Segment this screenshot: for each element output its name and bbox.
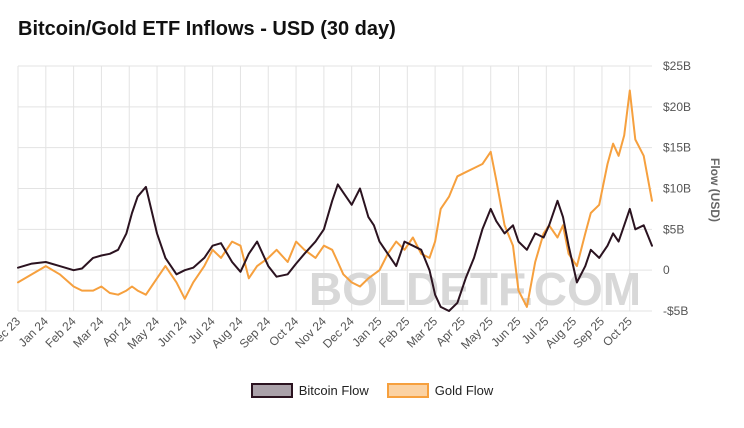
gold-flow-line bbox=[17, 89, 653, 308]
x-tick-label: Sep 24 bbox=[237, 314, 274, 351]
legend-item-gold[interactable]: Gold Flow bbox=[386, 383, 494, 398]
chart-title: Bitcoin/Gold ETF Inflows - USD (30 day) bbox=[18, 18, 396, 40]
y-tick-label: $15B bbox=[663, 141, 691, 155]
x-tick-label: May 25 bbox=[458, 314, 496, 352]
legend-label-bitcoin: Bitcoin Flow bbox=[298, 383, 369, 398]
x-tick-label: Sep 25 bbox=[570, 314, 607, 351]
x-tick-label: Jun 24 bbox=[155, 314, 191, 350]
y-tick-label: -$5B bbox=[663, 304, 688, 318]
legend-swatch-bitcoin bbox=[250, 383, 293, 398]
y-axis-title: Flow (USD) bbox=[708, 158, 722, 222]
x-tick-label: Oct 25 bbox=[600, 314, 635, 349]
chart-series bbox=[17, 89, 653, 312]
y-tick-label: $10B bbox=[663, 182, 691, 196]
legend-label-gold: Gold Flow bbox=[434, 383, 494, 398]
legend-item-bitcoin[interactable]: Bitcoin Flow bbox=[250, 383, 369, 398]
y-tick-label: $25B bbox=[663, 59, 691, 73]
x-tick-label: Dec 24 bbox=[320, 314, 357, 351]
y-axis-ticks: $25B $20B $15B $10B $5B 0 -$5B bbox=[663, 59, 691, 318]
x-tick-label: May 24 bbox=[124, 314, 162, 352]
y-tick-label: $20B bbox=[663, 100, 691, 114]
chart-legend: Bitcoin Flow Gold Flow bbox=[0, 383, 744, 398]
y-tick-label: 0 bbox=[663, 263, 670, 277]
x-tick-label: Jun 25 bbox=[488, 314, 524, 350]
y-tick-label: $5B bbox=[663, 222, 684, 236]
x-tick-label: Mar 25 bbox=[404, 314, 441, 351]
x-tick-label: Mar 24 bbox=[70, 314, 107, 351]
watermark-text: BOLDETF.COM bbox=[309, 263, 641, 315]
bitcoin-flow-line bbox=[17, 183, 653, 312]
legend-swatch-gold bbox=[386, 383, 429, 398]
x-tick-label: Dec 23 bbox=[0, 314, 23, 351]
